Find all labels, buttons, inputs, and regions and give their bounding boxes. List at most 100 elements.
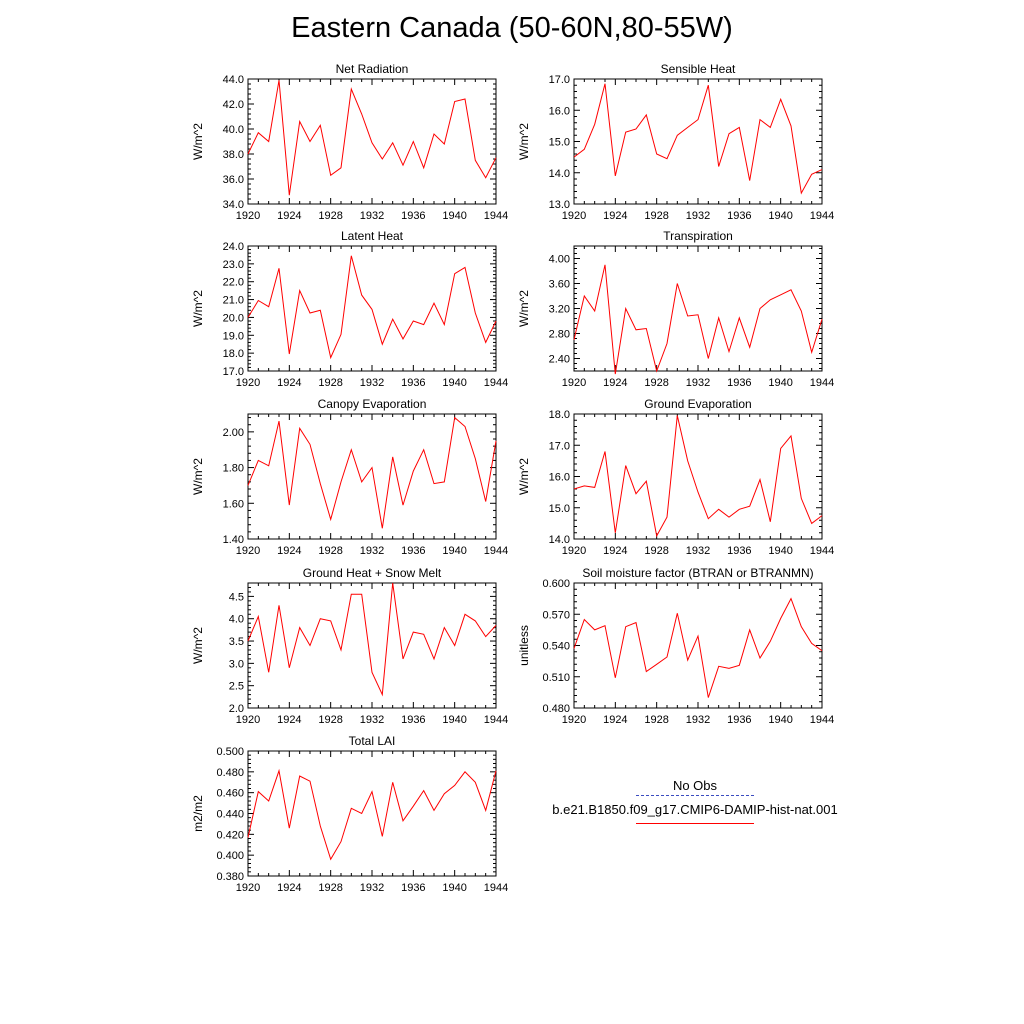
y-tick-label: 0.400 — [216, 850, 244, 862]
x-tick-label: 1920 — [562, 377, 586, 389]
x-tick-label: 1944 — [810, 545, 834, 557]
x-tick-label: 1944 — [810, 714, 834, 726]
series-line-0 — [573, 597, 823, 698]
x-tick-label: 1940 — [768, 377, 792, 389]
series-line-0 — [247, 255, 497, 360]
x-tick-label: 1936 — [727, 545, 751, 557]
x-tick-label: 1920 — [236, 377, 260, 389]
x-tick-label: 1928 — [644, 545, 668, 557]
y-tick-label: 3.20 — [549, 304, 570, 316]
series-line-0 — [573, 264, 823, 375]
x-tick-label: 1928 — [644, 714, 668, 726]
plot-frame — [247, 750, 497, 877]
panel-3: Transpiration W/m^2 1920 1924 1928 1932 1936 19… — [517, 229, 834, 389]
y-tick-label: 14.0 — [549, 168, 570, 180]
y-tick-label: 14.0 — [549, 534, 570, 546]
legend: No Obs b.e21.B1850.f09_g17.CMIP6-DAMIP-h… — [530, 778, 860, 824]
y-tick-label: 38.0 — [223, 149, 244, 161]
y-tick-label: 44.0 — [223, 74, 244, 86]
x-tick-label: 1920 — [562, 210, 586, 222]
y-tick-label: 1.40 — [223, 534, 244, 546]
y-tick-label: 3.5 — [229, 636, 244, 648]
series-line-0 — [247, 768, 497, 861]
y-tick-label: 2.00 — [223, 427, 244, 439]
x-tick-label: 1932 — [360, 882, 384, 894]
plot-frame — [573, 245, 823, 372]
x-tick-label: 1932 — [360, 377, 384, 389]
x-tick-label: 1928 — [318, 714, 342, 726]
x-tick-label: 1940 — [442, 377, 466, 389]
y-axis-label: unitless — [517, 625, 531, 666]
y-tick-label: 0.570 — [542, 609, 570, 621]
y-axis-label: W/m^2 — [191, 458, 205, 495]
panel-title: Total LAI — [349, 734, 396, 748]
x-tick-label: 1920 — [236, 545, 260, 557]
x-tick-label: 1932 — [686, 377, 710, 389]
x-tick-label: 1928 — [318, 545, 342, 557]
panel-title: Canopy Evaporation — [318, 397, 427, 411]
x-tick-label: 1920 — [236, 714, 260, 726]
plot-frame — [573, 413, 823, 540]
x-tick-label: 1936 — [401, 882, 425, 894]
x-tick-label: 1936 — [727, 210, 751, 222]
x-tick-label: 1924 — [603, 377, 627, 389]
y-tick-label: 0.600 — [542, 578, 570, 590]
y-tick-label: 24.0 — [223, 241, 244, 253]
y-tick-label: 0.510 — [542, 672, 570, 684]
x-tick-label: 1924 — [603, 545, 627, 557]
panel-6: Ground Heat + Snow Melt W/m^2 1920 1924 1928… — [191, 566, 508, 726]
panel-title: Latent Heat — [341, 229, 404, 243]
x-tick-label: 1940 — [768, 545, 792, 557]
series-line-0 — [573, 415, 823, 538]
x-tick-label: 1924 — [277, 545, 301, 557]
y-tick-label: 13.0 — [549, 199, 570, 211]
y-tick-label: 3.0 — [229, 658, 244, 670]
y-tick-label: 34.0 — [223, 199, 244, 211]
y-tick-label: 1.80 — [223, 463, 244, 475]
series-line-0 — [247, 80, 497, 196]
panel-4: Canopy Evaporation W/m^2 1920 1924 1928 1932 1… — [191, 397, 508, 557]
x-tick-label: 1944 — [810, 377, 834, 389]
figure-title: Eastern Canada (50-60N,80-55W) — [291, 12, 733, 44]
y-tick-label: 4.00 — [549, 254, 570, 266]
y-axis-label: W/m^2 — [191, 290, 205, 327]
x-tick-label: 1944 — [484, 545, 508, 557]
x-tick-label: 1940 — [442, 714, 466, 726]
y-tick-label: 15.0 — [549, 503, 570, 515]
y-tick-label: 0.480 — [216, 767, 244, 779]
x-tick-label: 1928 — [644, 210, 668, 222]
x-tick-label: 1940 — [768, 210, 792, 222]
y-tick-label: 0.500 — [216, 746, 244, 758]
panel-7: Soil moisture factor (BTRAN or BTRANMN) u… — [517, 566, 834, 726]
y-tick-label: 22.0 — [223, 277, 244, 289]
y-tick-label: 2.80 — [549, 329, 570, 341]
y-axis-label: W/m^2 — [191, 123, 205, 160]
series-line-0 — [247, 582, 497, 697]
y-axis-label: W/m^2 — [517, 290, 531, 327]
y-tick-label: 42.0 — [223, 99, 244, 111]
x-tick-label: 1936 — [727, 714, 751, 726]
x-tick-label: 1940 — [442, 545, 466, 557]
y-tick-label: 0.460 — [216, 788, 244, 800]
x-tick-label: 1936 — [401, 545, 425, 557]
legend-model-line — [636, 823, 754, 824]
plot-frame — [573, 582, 823, 709]
x-tick-label: 1944 — [810, 210, 834, 222]
legend-model-label: b.e21.B1850.f09_g17.CMIP6-DAMIP-hist-nat… — [552, 802, 838, 817]
y-tick-label: 21.0 — [223, 295, 244, 307]
x-tick-label: 1928 — [318, 882, 342, 894]
x-tick-label: 1940 — [768, 714, 792, 726]
y-tick-label: 0.440 — [216, 809, 244, 821]
panel-8: Total LAI m2/m2 1920 1924 1928 1932 1936 1940 19… — [191, 734, 508, 894]
x-tick-label: 1924 — [277, 714, 301, 726]
y-tick-label: 40.0 — [223, 124, 244, 136]
x-tick-label: 1932 — [360, 545, 384, 557]
series-line-0 — [573, 83, 823, 195]
y-tick-label: 2.5 — [229, 681, 244, 693]
x-tick-label: 1936 — [401, 377, 425, 389]
y-tick-label: 17.0 — [549, 74, 570, 86]
x-tick-label: 1920 — [236, 882, 260, 894]
y-tick-label: 18.0 — [549, 409, 570, 421]
x-tick-label: 1940 — [442, 882, 466, 894]
